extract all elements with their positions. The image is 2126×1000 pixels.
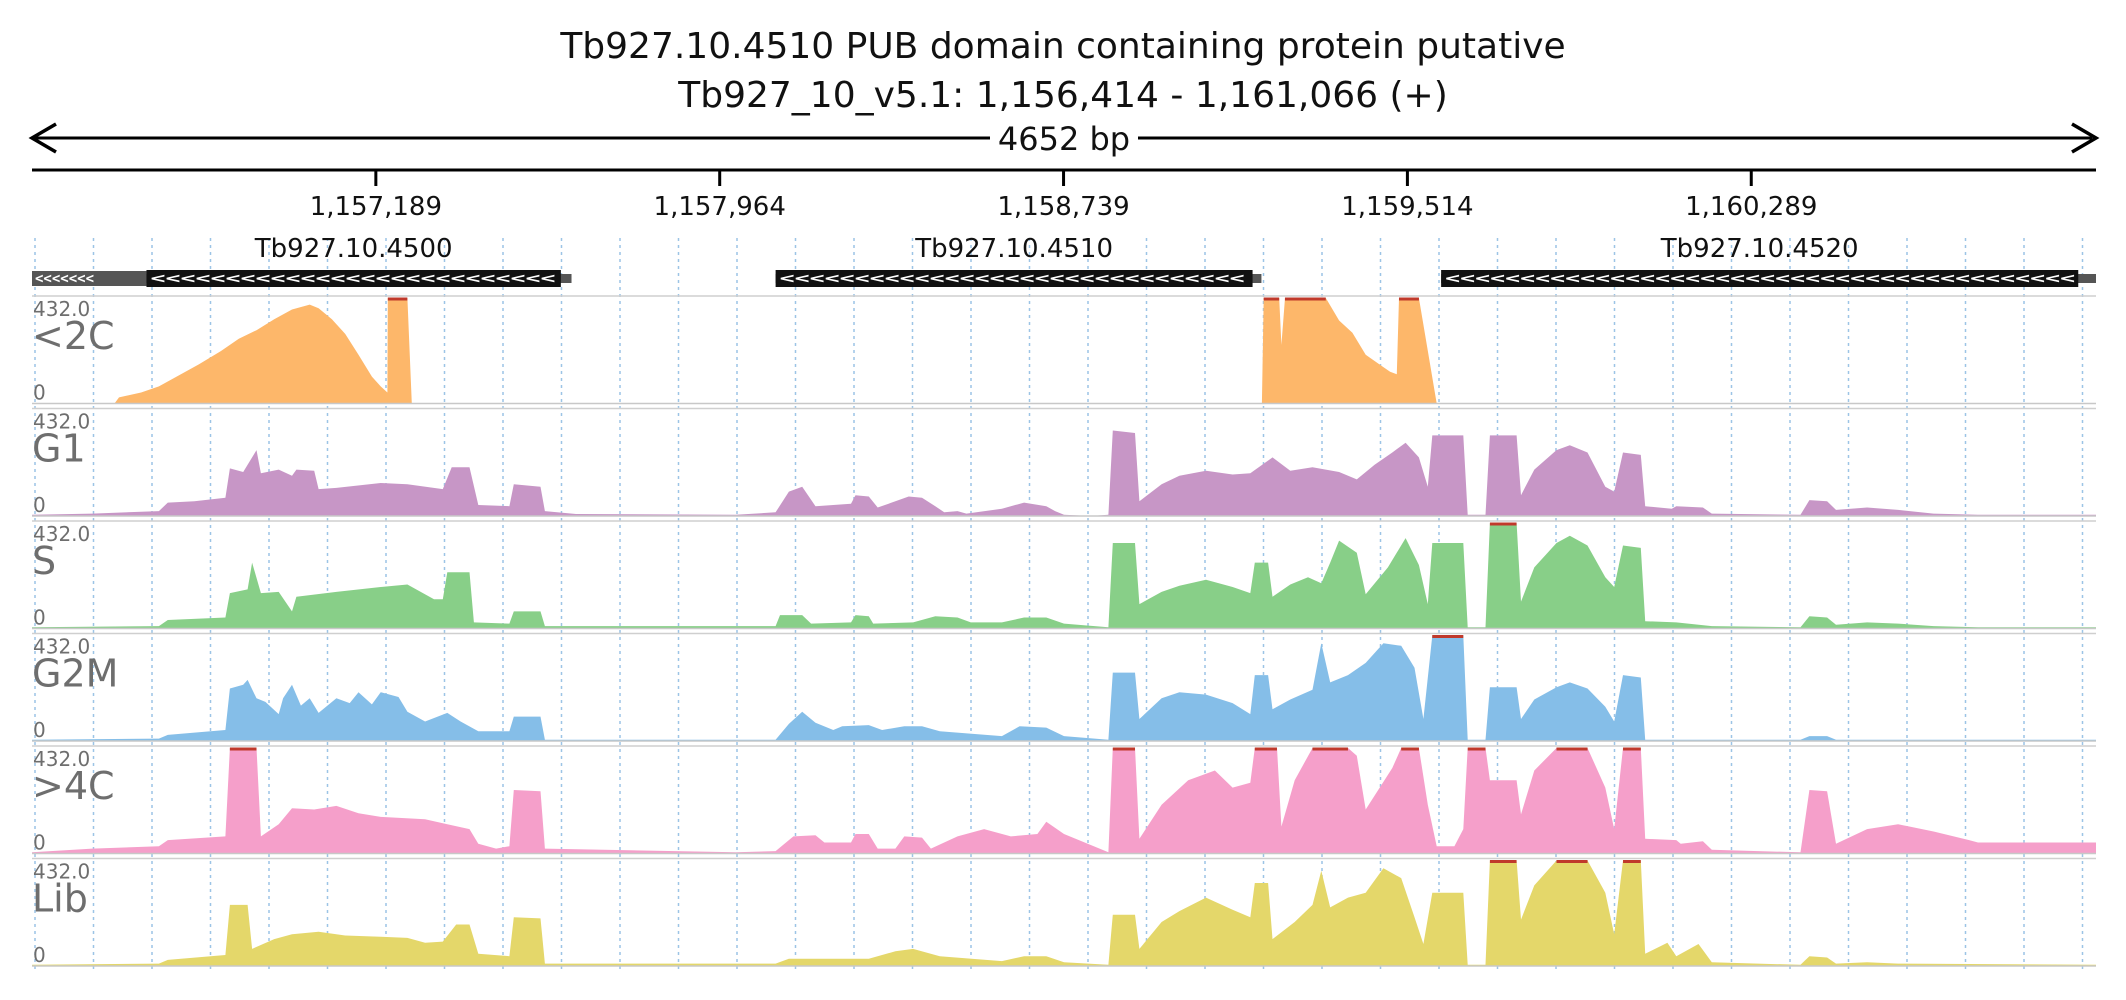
coverage-track: 432.0<2C 0 — [32, 295, 2096, 405]
track-ymax-label: 432.0 — [33, 410, 90, 434]
strand-chevrons: <<<<<<< — [35, 271, 94, 287]
track-ymin-label: 0 — [33, 718, 46, 742]
span-label: 4652 bp — [998, 120, 1130, 158]
track-name-label: >4C — [32, 764, 115, 808]
track-ymax-label: 432.0 — [33, 522, 90, 546]
track-ymin-label: 0 — [33, 831, 46, 855]
coverage-track: 432.0>4C 0 — [32, 745, 2096, 855]
coverage-area — [32, 298, 2096, 404]
coverage-area — [32, 430, 2096, 516]
track-ymax-label: 432.0 — [33, 860, 90, 884]
axis-tick-label: 1,160,289 — [1685, 192, 1817, 222]
track-name-label: G1 — [32, 427, 86, 471]
coverage-area — [32, 748, 2096, 854]
gene-label: Tb927.10.4500 — [254, 234, 453, 264]
track-ymin-label: 0 — [33, 493, 46, 517]
chart-title: Tb927.10.4510 PUB domain containing prot… — [559, 26, 1565, 67]
gene-utr-block — [32, 271, 147, 286]
coverage-area — [32, 860, 2096, 966]
axis-tick-label: 1,157,189 — [310, 192, 442, 222]
track-ymin-label: 0 — [33, 606, 46, 630]
gene-feature: <<<<<<<<<<<<<<<<<<<<<<<<<<<<<<<<<<Tb927.… — [32, 234, 572, 287]
gene-feature: <<<<<<<<<<<<<<<<<<<<<<<<<<<<<<<<<<<<<<<<… — [1441, 234, 2096, 287]
track-ymin-label: 0 — [33, 943, 46, 967]
strand-chevrons: <<<<<<<<<<<<<<<<<<<<<<<<<<<<<<< — [780, 271, 1245, 287]
track-name-label: G2M — [32, 652, 118, 696]
track-name-label: S — [32, 539, 56, 583]
track-name-label: Lib — [32, 877, 88, 921]
track-ymax-label: 432.0 — [33, 635, 90, 659]
track-name-label: <2C — [32, 314, 115, 358]
span-arrowhead-right — [2071, 122, 2100, 154]
gene-cds — [775, 270, 1253, 287]
coverage-track: 432.0S 0 — [32, 520, 2096, 630]
gene-label: Tb927.10.4520 — [1660, 234, 1859, 264]
axis-tick-label: 1,159,514 — [1341, 192, 1473, 222]
span-arrowhead-left — [28, 122, 57, 154]
strand-chevrons: <<<<<<<<<<<<<<<<<<<<<<<<<<<<<<<<<<<<<<<<… — [1445, 271, 2075, 287]
gene-feature: <<<<<<<<<<<<<<<<<<<<<<<<<<<<<<< Tb927.10.… — [775, 234, 1262, 287]
gene-cds — [1441, 270, 2079, 287]
coverage-tracks: 432.0<2C0432.0G10432.0S0432.0G2M0432.0>4… — [32, 295, 2096, 967]
chart-subtitle: Tb927_10_v5.1: 1,156,414 - 1,161,066 (+) — [677, 75, 1448, 116]
track-ymin-label: 0 — [33, 381, 46, 405]
track-ymax-label: 432.0 — [33, 747, 90, 771]
coordinate-ticks: 1,157,189 1,157,964 1,158,739 1,159,514 1,16… — [310, 170, 1817, 222]
gene-cds — [146, 270, 561, 287]
span-ruler: 4652 bp — [28, 120, 2100, 158]
coverage-area — [32, 635, 2096, 741]
track-ymax-label: 432.0 — [33, 297, 90, 321]
coverage-track: 432.0G1 0 — [32, 407, 2096, 517]
gene-label: Tb927.10.4510 — [914, 234, 1113, 264]
axis-tick-label: 1,157,964 — [654, 192, 786, 222]
gene-annotation-track: <<<<<<<<<<<<<<<<<<<<<<<<<<<<<<<<<<Tb927.… — [32, 234, 2096, 287]
strand-chevrons: <<<<<<<<<<<<<<<<<<<<<<<<<<< — [150, 271, 555, 287]
coverage-area — [32, 523, 2096, 629]
axis-tick-label: 1,158,739 — [997, 192, 1129, 222]
